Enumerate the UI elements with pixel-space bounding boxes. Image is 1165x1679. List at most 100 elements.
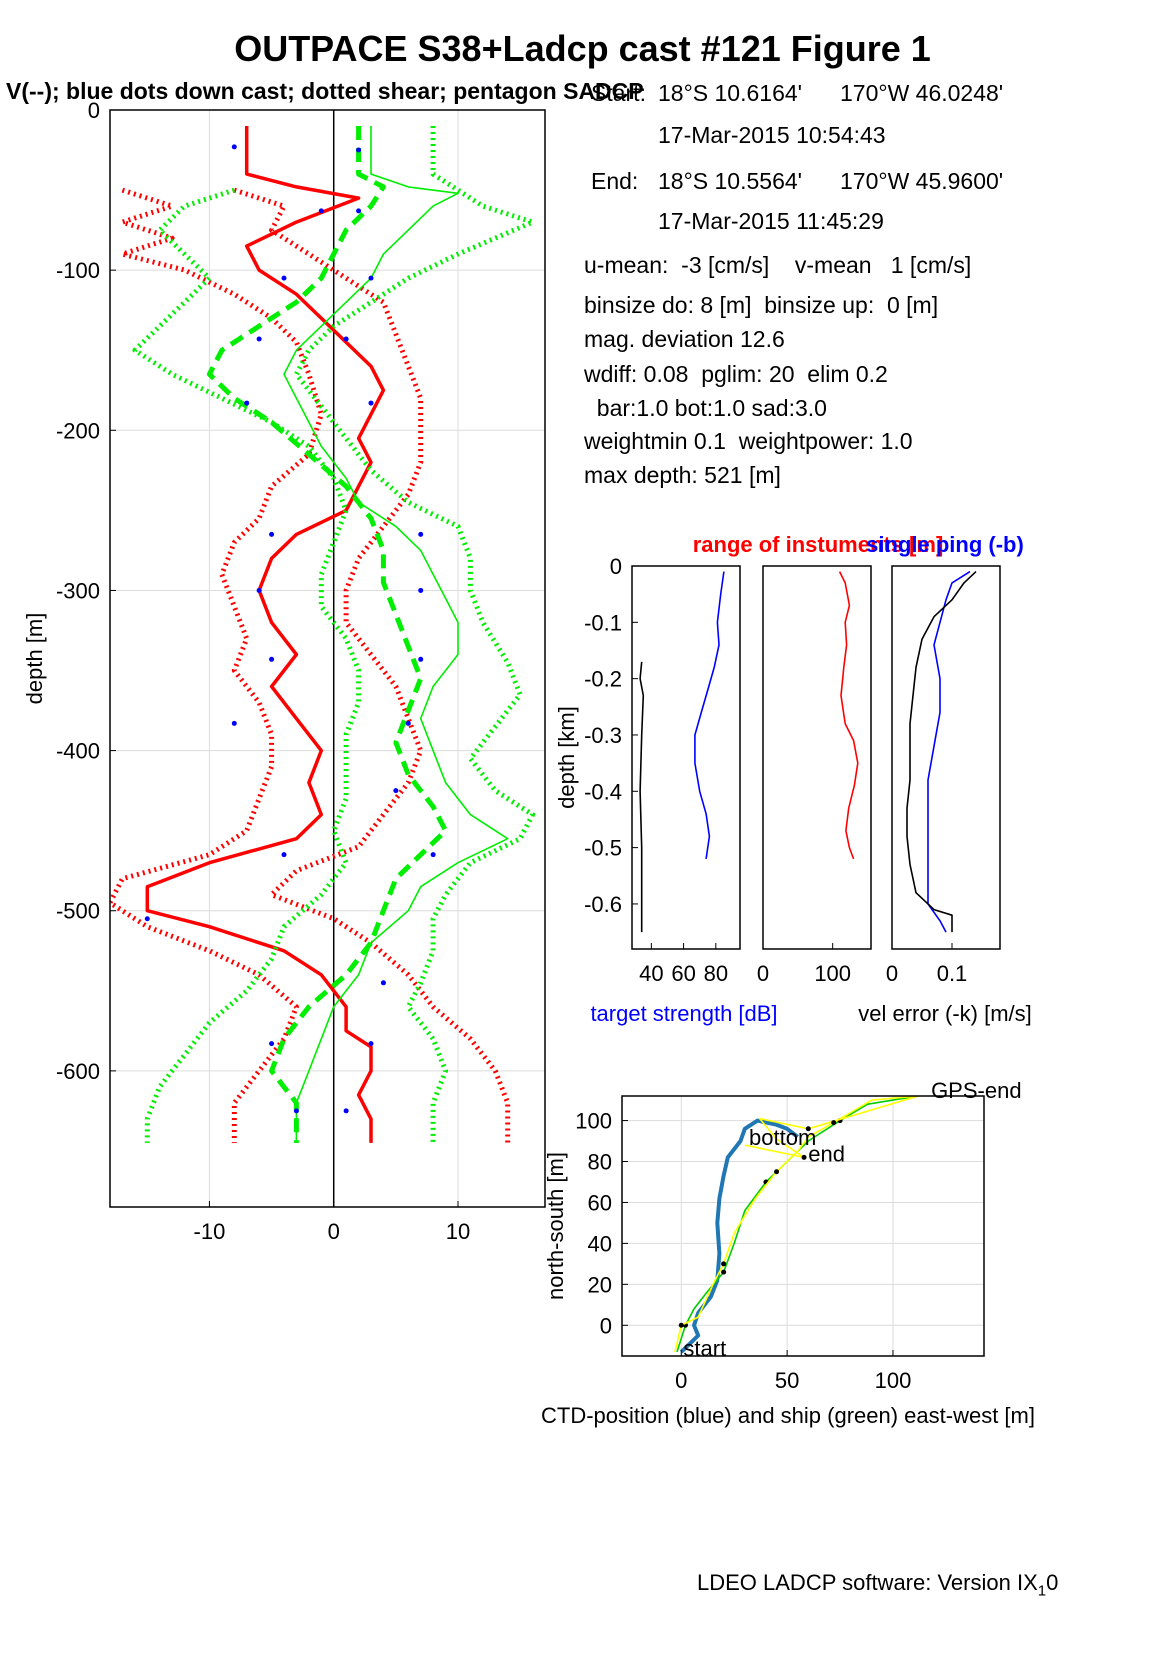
blue-dot	[343, 1108, 349, 1114]
velocity-profile-series-3	[283, 126, 509, 1143]
binsize: binsize do: 8 [m] binsize up: 0 [m]	[584, 292, 939, 318]
range-series-group	[838, 571, 859, 860]
blue-dot	[244, 400, 250, 406]
blue-dot	[269, 656, 275, 662]
ctd-position-label: start	[683, 1336, 726, 1361]
blue-dot	[231, 720, 237, 726]
blue-dot	[430, 852, 436, 858]
velocity-profile-ytick-label: -600	[56, 1059, 100, 1084]
ctd-position-plot	[621, 1095, 985, 1357]
ctd-position-series-2	[674, 1096, 920, 1353]
ctd-position-label: bottom	[749, 1125, 816, 1150]
vel-error-xtick-label: 0.1	[937, 961, 968, 986]
blue-dot	[343, 336, 349, 342]
mag-deviation: mag. deviation 12.6	[584, 326, 785, 352]
velocity-profile-xtick-label: 10	[446, 1219, 470, 1244]
ctd-position-ytick-label: 80	[588, 1150, 612, 1175]
wdiff: wdiff: 0.08 pglim: 20 elim 0.2	[584, 361, 888, 387]
ctd-position-ytick-label: 100	[575, 1109, 612, 1134]
velocity-profile-ytick-label: -500	[56, 899, 100, 924]
ctd-position-marker	[831, 1120, 837, 1126]
end-label: End:	[591, 168, 639, 194]
velocity-profile-series-2	[233, 187, 511, 1143]
vel-error-series-group	[906, 570, 977, 933]
blue-dot	[318, 208, 324, 214]
blue-dot	[380, 980, 386, 986]
vel-error-xlabel: vel error (-k) [m/s]	[858, 1001, 1032, 1026]
target-strength-ylabel: depth [km]	[554, 706, 579, 809]
ctd-position-xtick-label: 100	[875, 1368, 912, 1393]
velocity-profile-series-4	[293, 126, 536, 1143]
target-strength-plot	[631, 565, 741, 950]
blue-dot	[368, 275, 374, 281]
figure-subtitle: V(--); blue dots down cast; dotted shear…	[6, 78, 644, 104]
ctd-position-ytick-label: 0	[600, 1313, 612, 1338]
ctd-position-marker	[805, 1126, 811, 1132]
ctd-position-marker	[721, 1261, 727, 1267]
target-strength-ytick-label: -0.1	[584, 610, 622, 635]
start-lat: 18°S 10.6164'	[658, 80, 803, 106]
ctd-position-ytick-label: 60	[588, 1190, 612, 1215]
blue-dot	[269, 1041, 275, 1047]
ctd-position-label: end	[808, 1142, 845, 1167]
target-strength-ytick-label: -0.5	[584, 836, 622, 861]
velocity-profile-ytick-label: -100	[56, 258, 100, 283]
blue-dot	[393, 788, 399, 794]
target-strength-xtick-label: 40	[639, 961, 663, 986]
target-strength-xtick-label: 60	[671, 961, 695, 986]
velocity-profile-frame	[109, 109, 546, 1208]
range-plot	[762, 565, 872, 950]
range-frame	[762, 565, 872, 950]
max-depth: max depth: 521 [m]	[584, 462, 781, 488]
ctd-position-marker	[774, 1169, 780, 1175]
blue-dot	[405, 720, 411, 726]
target-strength-ytick-label: -0.6	[584, 892, 622, 917]
ctd-position-label: GPS-end	[931, 1078, 1022, 1103]
target-strength-ytick-label: -0.3	[584, 723, 622, 748]
blue-dot	[144, 916, 150, 922]
target-strength-title: range of instuments [m]	[693, 532, 944, 557]
target-strength-title2: single ping (-b)	[866, 532, 1024, 557]
blue-dot	[281, 275, 287, 281]
software-version-sub: 1	[1037, 1582, 1047, 1600]
end-time: 17-Mar-2015 11:45:29	[658, 208, 884, 234]
ctd-position-xlabel: CTD-position (blue) and ship (green) eas…	[541, 1403, 1035, 1428]
velocity-profile-ytick-label: -400	[56, 739, 100, 764]
blue-dot	[256, 336, 262, 342]
velocity-profile-xtick-label: -10	[194, 1219, 226, 1244]
range-series-0	[838, 571, 859, 860]
software-version-tail: 0	[1046, 1570, 1059, 1595]
blue-dot	[368, 400, 374, 406]
ctd-position-series-group	[674, 1096, 920, 1354]
range-xtick-label: 0	[757, 961, 769, 986]
range-xtick-label: 100	[814, 961, 851, 986]
blue-dot	[256, 587, 262, 593]
velocity-profile-series-0	[145, 126, 386, 1143]
velocity-profile-ytick-label: -300	[56, 578, 100, 603]
ctd-position-ytick-label: 20	[588, 1272, 612, 1297]
velocity-profile-plot	[109, 109, 546, 1208]
target-strength-xtick-label: 80	[704, 961, 728, 986]
weight-params: weightmin 0.1 weightpower: 1.0	[584, 428, 913, 454]
velocity-profile-series-1	[110, 187, 324, 1143]
target-strength-frame	[631, 565, 741, 950]
start-time: 17-Mar-2015 10:54:43	[658, 122, 886, 148]
mean-velocity: u-mean: -3 [cm/s] v-mean 1 [cm/s]	[584, 252, 972, 278]
ctd-position-marker	[721, 1269, 727, 1275]
velocity-profile-ylabel: depth [m]	[22, 613, 47, 705]
figure-title: OUTPACE S38+Ladcp cast #121 Figure 1	[234, 28, 931, 69]
blue-dot	[356, 208, 362, 214]
blue-dot	[418, 656, 424, 662]
blue-dot	[418, 587, 424, 593]
start-label: Start:	[591, 80, 646, 106]
ctd-position-ytick-label: 40	[588, 1231, 612, 1256]
target-strength-series-1	[639, 661, 645, 933]
target-strength-ytick-label: -0.4	[584, 779, 622, 804]
velocity-profile-series-group	[110, 126, 536, 1143]
ctd-position-marker	[801, 1154, 807, 1160]
vel-error-frame	[891, 565, 1001, 950]
blue-dot	[293, 1108, 299, 1114]
start-lon: 170°W 46.0248'	[840, 80, 1004, 106]
blue-dot	[418, 531, 424, 537]
